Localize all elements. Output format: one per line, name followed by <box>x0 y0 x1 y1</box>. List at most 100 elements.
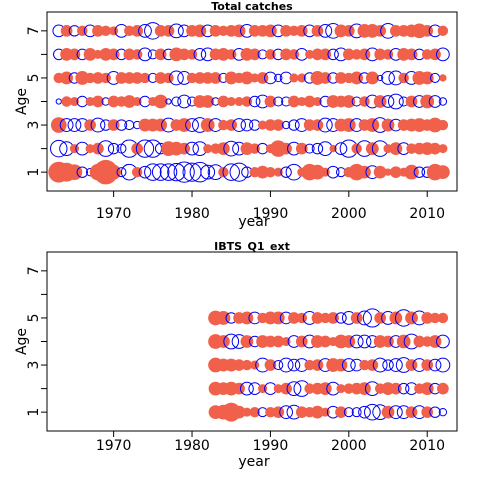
bubble-positive <box>311 119 324 131</box>
bubble-negative <box>318 23 333 38</box>
bubble-positive <box>265 166 276 178</box>
bubble-positive <box>310 164 325 180</box>
bubble-negative <box>264 71 277 85</box>
bubble-positive <box>107 119 120 131</box>
bubble-positive <box>280 382 292 395</box>
bubble-positive <box>365 71 379 85</box>
x-axis-label: year <box>238 214 269 230</box>
bubble-positive <box>92 95 104 108</box>
bubble-negative <box>107 142 120 155</box>
bubble-positive <box>178 48 191 61</box>
bubble-positive <box>248 48 261 61</box>
bubble-positive <box>342 335 356 348</box>
x-tick-label: 2010 <box>409 438 445 454</box>
bubble-negative <box>438 97 448 106</box>
bubble-positive <box>233 359 245 371</box>
bubble-negative <box>372 357 388 373</box>
bubble-positive <box>240 71 254 85</box>
bubble-positive <box>343 383 355 394</box>
bubble-positive <box>264 359 277 371</box>
bubble-positive <box>107 48 120 61</box>
y-tick-label: 7 <box>26 266 42 275</box>
bubble-positive <box>405 359 418 371</box>
bubble-positive <box>359 96 370 107</box>
bubble-positive <box>240 142 254 155</box>
bubble-positive <box>429 142 441 155</box>
bubble-negative <box>200 164 216 180</box>
bubble-positive <box>288 25 300 37</box>
bubble-positive <box>405 406 418 418</box>
bubble-positive <box>304 359 315 371</box>
bubble-positive <box>437 382 449 395</box>
bubble-negative <box>428 95 442 108</box>
bubble-negative <box>273 96 284 107</box>
bubble-positive <box>318 382 332 395</box>
bubble-positive <box>264 95 277 108</box>
bubble-negative <box>428 358 442 372</box>
bubble-positive <box>106 164 122 180</box>
bubble-positive <box>154 72 167 84</box>
bubble-positive <box>265 406 276 418</box>
bubble-positive <box>381 405 395 419</box>
bubble-positive <box>216 48 230 61</box>
bubble-negative <box>388 358 403 372</box>
bubble-negative <box>357 334 372 349</box>
bubble-positive <box>295 142 308 155</box>
bubble-positive <box>272 335 285 348</box>
bubble-positive <box>203 144 213 154</box>
chart-title: IBTS_Q1_ext <box>214 240 290 253</box>
bubble-positive <box>437 119 449 131</box>
bubble-positive <box>304 383 315 394</box>
y-tick-label: 1 <box>26 408 42 417</box>
bubble-positive <box>428 335 442 348</box>
bubble-positive <box>336 384 346 394</box>
bubble-positive <box>249 406 260 418</box>
y-tick-label: 3 <box>26 361 42 370</box>
bubble-negative <box>229 162 249 182</box>
bubble-negative <box>240 118 254 132</box>
bubble-positive <box>272 406 285 418</box>
bubble-positive <box>217 95 230 108</box>
bubble-positive <box>85 96 95 107</box>
bubble-negative <box>435 334 450 349</box>
x-tick-label: 1970 <box>96 206 132 222</box>
bubble-positive <box>384 168 392 176</box>
bubble-positive <box>201 95 215 108</box>
bubble-positive <box>66 164 83 180</box>
bubble-positive <box>390 166 402 178</box>
bubble-negative <box>278 357 294 373</box>
bubble-negative <box>97 140 115 157</box>
bubble-positive <box>225 119 238 131</box>
y-tick-label: 7 <box>26 26 42 35</box>
bubble-negative <box>327 48 339 61</box>
bubble-positive <box>186 72 198 84</box>
bubble-positive <box>75 71 90 85</box>
bubble-positive <box>358 382 371 395</box>
bubble-negative <box>167 163 186 182</box>
bubble-positive <box>429 48 441 61</box>
bubble-positive <box>241 359 253 371</box>
bubble-positive <box>438 144 448 154</box>
bubble-negative <box>343 407 354 418</box>
bubble-positive <box>124 25 135 37</box>
x-tick-label: 1970 <box>96 438 132 454</box>
x-axis-label: year <box>238 454 269 470</box>
bubble-positive <box>60 25 73 37</box>
bubble-positive <box>258 120 268 130</box>
bubble-positive <box>421 312 434 324</box>
bubble-negative <box>286 381 302 397</box>
bubble-negative <box>280 166 292 178</box>
x-tick-label: 2010 <box>409 206 445 222</box>
bubble-positive <box>295 406 308 418</box>
bubble-positive <box>250 360 260 370</box>
bubble-positive <box>84 119 96 131</box>
y-tick-label: 3 <box>26 121 42 130</box>
bubble-negative <box>223 333 240 350</box>
bubble-positive <box>209 25 222 37</box>
bubble-positive <box>61 96 72 107</box>
bubble-negative <box>223 140 240 157</box>
bubble-positive <box>335 72 347 84</box>
y-tick-label: 1 <box>26 168 42 177</box>
bubble-positive <box>439 74 447 82</box>
